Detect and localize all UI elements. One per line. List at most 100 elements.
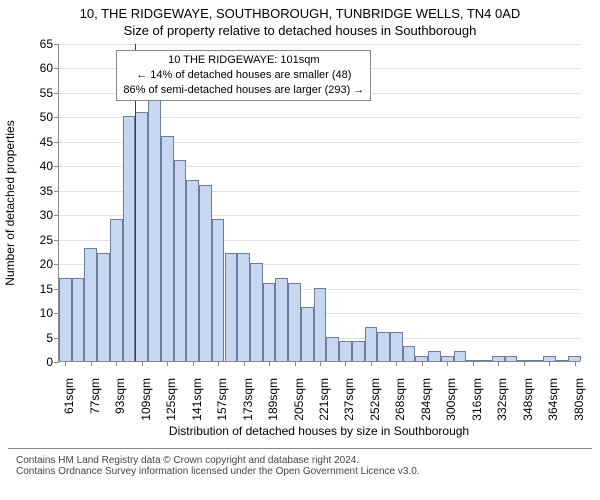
y-tick-mark: [54, 166, 59, 167]
y-tick-mark: [54, 142, 59, 143]
x-tick-mark: [193, 361, 194, 366]
histogram-bar: [199, 185, 212, 361]
x-tick-mark: [447, 361, 448, 366]
histogram-bar: [263, 283, 276, 361]
histogram-bar: [237, 253, 250, 361]
y-tick-label: 15: [40, 282, 53, 296]
histogram-bar: [339, 341, 352, 361]
histogram-bar: [174, 160, 187, 361]
x-tick-mark: [345, 361, 346, 366]
y-tick-mark: [54, 44, 59, 45]
histogram-bar: [505, 356, 518, 361]
x-tick-label: 109sqm: [139, 378, 153, 421]
x-tick-label: 205sqm: [292, 378, 306, 421]
histogram-bar: [275, 278, 288, 361]
y-tick-label: 45: [40, 135, 53, 149]
x-tick-label: 93sqm: [113, 378, 127, 414]
x-tick-label: 125sqm: [164, 378, 178, 421]
footer-attribution: Contains HM Land Registry data © Crown c…: [8, 448, 592, 477]
histogram-bar: [454, 351, 467, 361]
annotation-line: ← 14% of detached houses are smaller (48…: [123, 68, 364, 83]
histogram-bar: [97, 253, 110, 361]
x-tick-mark: [91, 361, 92, 366]
y-tick-mark: [54, 93, 59, 94]
histogram-bar: [403, 346, 416, 361]
x-tick-label: 332sqm: [495, 378, 509, 421]
histogram-bar: [123, 116, 136, 361]
histogram-bar: [225, 253, 238, 361]
x-tick-label: 237sqm: [342, 378, 356, 421]
y-tick-mark: [54, 240, 59, 241]
x-tick-label: 157sqm: [215, 378, 229, 421]
y-tick-label: 60: [40, 61, 53, 75]
x-tick-mark: [167, 361, 168, 366]
x-tick-mark: [498, 361, 499, 366]
x-tick-label: 173sqm: [241, 378, 255, 421]
footer-line-2: Contains Ordnance Survey information lic…: [16, 466, 584, 477]
histogram-bar: [288, 283, 301, 361]
x-tick-mark: [371, 361, 372, 366]
x-tick-label: 221sqm: [317, 378, 331, 421]
y-tick-mark: [54, 117, 59, 118]
x-tick-mark: [575, 361, 576, 366]
x-tick-label: 284sqm: [419, 378, 433, 421]
x-tick-mark: [116, 361, 117, 366]
x-tick-mark: [320, 361, 321, 366]
x-tick-label: 61sqm: [62, 378, 76, 414]
x-tick-mark: [65, 361, 66, 366]
y-tick-label: 25: [40, 233, 53, 247]
plot-region: 0510152025303540455055606561sqm77sqm93sq…: [58, 44, 580, 362]
annotation-box: 10 THE RIDGEWAYE: 101sqm← 14% of detache…: [116, 50, 371, 101]
x-tick-mark: [473, 361, 474, 366]
histogram-bar: [301, 307, 314, 361]
histogram-bar: [390, 332, 403, 361]
annotation-line: 10 THE RIDGEWAYE: 101sqm: [123, 53, 364, 68]
histogram-bar: [365, 327, 378, 361]
x-axis-label: Distribution of detached houses by size …: [169, 424, 469, 438]
x-tick-mark: [295, 361, 296, 366]
y-tick-label: 55: [40, 86, 53, 100]
y-tick-mark: [54, 264, 59, 265]
x-tick-mark: [244, 361, 245, 366]
x-tick-mark: [524, 361, 525, 366]
y-tick-label: 0: [46, 355, 53, 369]
histogram-bar: [479, 360, 492, 361]
x-tick-label: 300sqm: [444, 378, 458, 421]
y-tick-mark: [54, 215, 59, 216]
x-tick-label: 364sqm: [546, 378, 560, 421]
chart-subtitle: Size of property relative to detached ho…: [0, 21, 600, 38]
y-tick-label: 35: [40, 184, 53, 198]
x-tick-label: 141sqm: [190, 378, 204, 421]
histogram-bar: [314, 288, 327, 361]
x-tick-mark: [142, 361, 143, 366]
histogram-bar: [186, 180, 199, 361]
y-tick-label: 10: [40, 306, 53, 320]
histogram-bar: [377, 332, 390, 361]
y-tick-label: 40: [40, 159, 53, 173]
y-axis-label: Number of detached properties: [3, 120, 17, 285]
annotation-line: 86% of semi-detached houses are larger (…: [123, 83, 364, 98]
x-tick-label: 316sqm: [470, 378, 484, 421]
histogram-bar: [72, 278, 85, 361]
x-tick-mark: [396, 361, 397, 366]
histogram-bar: [250, 263, 263, 361]
x-tick-label: 189sqm: [266, 378, 280, 421]
y-tick-mark: [54, 191, 59, 192]
x-tick-mark: [269, 361, 270, 366]
y-tick-mark: [54, 362, 59, 363]
histogram-bar: [84, 248, 97, 361]
x-tick-label: 252sqm: [368, 378, 382, 421]
y-tick-label: 65: [40, 37, 53, 51]
x-tick-mark: [218, 361, 219, 366]
x-tick-mark: [422, 361, 423, 366]
x-tick-label: 268sqm: [393, 378, 407, 421]
y-tick-label: 50: [40, 110, 53, 124]
x-tick-label: 348sqm: [521, 378, 535, 421]
x-tick-mark: [549, 361, 550, 366]
histogram-bar: [556, 360, 569, 361]
histogram-bar: [59, 278, 72, 361]
x-tick-label: 380sqm: [572, 378, 586, 421]
histogram-bar: [135, 112, 148, 362]
y-tick-label: 20: [40, 257, 53, 271]
y-tick-label: 30: [40, 208, 53, 222]
